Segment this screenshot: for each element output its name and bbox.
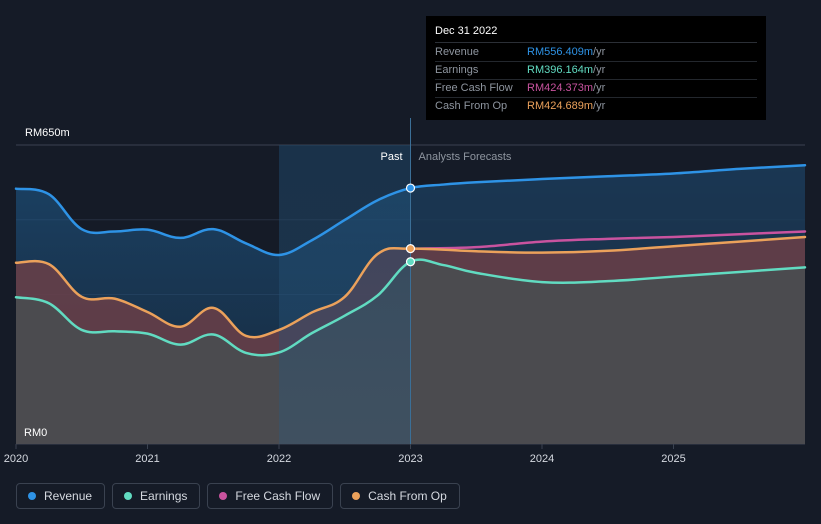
earnings-revenue-chart: 2020 2021 2022 2023 2024 2025 RM650m RM0 Past…: [4, 118, 807, 465]
chart-legend: Revenue Earnings Free Cash Flow Cash Fro…: [16, 483, 460, 509]
tooltip-label: Free Cash Flow: [435, 82, 513, 94]
tooltip-value: RM424.689m: [527, 100, 594, 112]
legend-item-revenue[interactable]: Revenue: [16, 483, 106, 509]
revenue-marker: [405, 183, 416, 193]
tooltip-row-revenue: Revenue RM556.409m /yr: [435, 44, 757, 62]
legend-label: Revenue: [44, 489, 93, 503]
hover-tooltip: Dec 31 2022 Revenue RM556.409m /yr Earni…: [426, 16, 766, 120]
legend-label: Earnings: [140, 489, 188, 503]
free-cash-flow-line: [409, 230, 807, 251]
tooltip-unit: /yr: [593, 46, 606, 58]
tooltip-value: RM424.373m: [527, 82, 594, 94]
cash-from-op-line: [14, 235, 807, 339]
revenue-line: [14, 163, 807, 257]
tooltip-date: Dec 31 2022: [435, 24, 757, 43]
forecast-region-label: Analysts Forecasts: [419, 151, 512, 163]
tooltip-row-cash-from-op: Cash From Op RM424.689m /yr: [435, 98, 757, 115]
legend-label: Free Cash Flow: [235, 489, 321, 503]
tooltip-unit: /yr: [593, 100, 606, 112]
earnings-line: [14, 258, 807, 357]
tooltip-row-free-cash-flow: Free Cash Flow RM424.373m /yr: [435, 80, 757, 98]
legend-dot-icon: [28, 492, 36, 500]
past-region-label: Past: [380, 151, 402, 163]
tooltip-value: RM556.409m: [527, 46, 594, 58]
tooltip-label: Revenue: [435, 46, 480, 58]
past-highlight-band: [279, 145, 411, 444]
divider-markers: [405, 118, 416, 444]
x-tick-label: 2020: [4, 453, 28, 465]
x-tick-label: 2023: [398, 453, 422, 465]
cash-from-op-marker: [405, 244, 416, 254]
legend-label: Cash From Op: [368, 489, 447, 503]
x-tick-label: 2021: [135, 453, 159, 465]
tooltip-row-earnings: Earnings RM396.164m /yr: [435, 62, 757, 80]
series-lines: [14, 163, 807, 357]
legend-item-cash-from-op[interactable]: Cash From Op: [340, 483, 460, 509]
tooltip-unit: /yr: [593, 82, 606, 94]
x-axis: 2020 2021 2022 2023 2024 2025: [4, 444, 686, 465]
tooltip-unit: /yr: [593, 64, 606, 76]
earnings-marker: [405, 257, 416, 267]
legend-dot-icon: [352, 492, 361, 500]
y-axis-label-top: RM650m: [25, 127, 70, 139]
tooltip-label: Earnings: [435, 64, 479, 76]
legend-item-earnings[interactable]: Earnings: [112, 483, 201, 509]
tooltip-label: Cash From Op: [435, 100, 508, 112]
x-tick-label: 2025: [661, 453, 685, 465]
legend-dot-icon: [124, 492, 133, 500]
legend-item-free-cash-flow[interactable]: Free Cash Flow: [207, 483, 334, 509]
y-axis-label-bottom: RM0: [24, 427, 47, 439]
x-tick-label: 2022: [267, 453, 291, 465]
x-tick-label: 2024: [530, 453, 554, 465]
legend-dot-icon: [219, 492, 228, 500]
tooltip-value: RM396.164m: [527, 64, 594, 76]
